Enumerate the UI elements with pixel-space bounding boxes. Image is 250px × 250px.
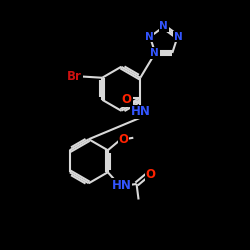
Text: Br: Br [67, 70, 82, 82]
Text: N: N [174, 32, 182, 42]
Text: N: N [160, 21, 168, 31]
Text: HN: HN [112, 179, 132, 192]
Text: HN: HN [131, 105, 151, 118]
Text: O: O [122, 93, 132, 106]
Text: O: O [118, 133, 128, 146]
Text: N: N [145, 32, 154, 42]
Text: O: O [146, 168, 156, 180]
Text: N: N [150, 48, 159, 58]
